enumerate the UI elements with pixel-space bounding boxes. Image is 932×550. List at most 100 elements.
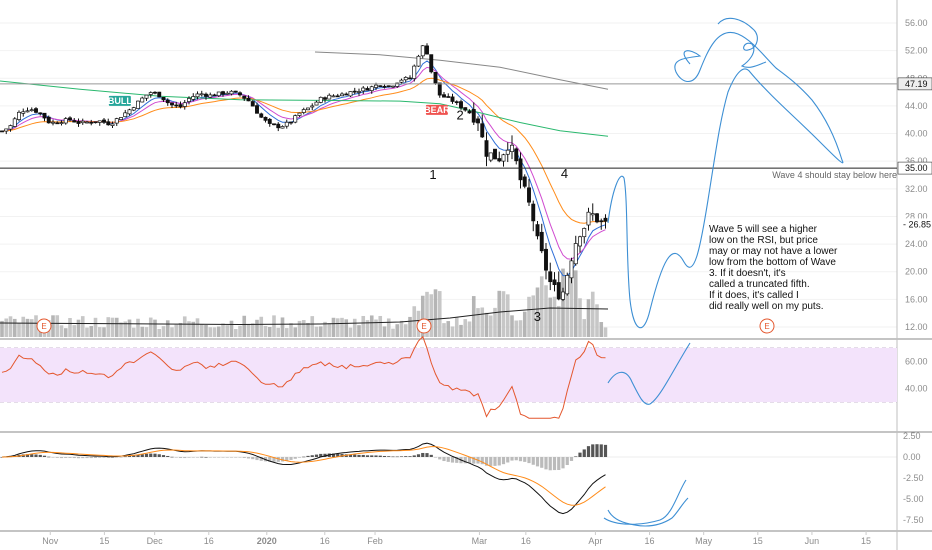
macd-histogram-bar	[246, 457, 251, 459]
volume-bar	[586, 299, 591, 337]
macd-histogram-bar	[242, 457, 246, 458]
candle-body	[161, 96, 166, 101]
macd-histogram-bar	[463, 457, 467, 464]
macd-histogram-bar	[353, 454, 357, 457]
earnings-marker-label: E	[421, 322, 426, 331]
volume-bar	[505, 294, 510, 337]
earnings-marker[interactable]	[36, 318, 52, 334]
level-price-tag-label: 47.19	[905, 79, 928, 89]
macd-histogram-bar	[140, 454, 144, 457]
forecast-drawing	[603, 17, 844, 527]
volume-bar	[144, 327, 149, 337]
macd-histogram-bar	[42, 455, 47, 457]
candle-body	[357, 91, 361, 93]
volume-bar	[454, 317, 459, 337]
macd-histogram-bar	[527, 457, 531, 464]
volume-bar	[123, 321, 128, 337]
volume-bars	[0, 267, 608, 337]
macd-histogram-bar	[523, 457, 527, 462]
time-tick-label: Dec	[147, 536, 164, 546]
candle-body	[369, 86, 374, 91]
candle-body	[463, 107, 468, 111]
volume-bar	[391, 328, 395, 337]
candle-body	[425, 45, 429, 55]
volume-bar	[497, 290, 502, 337]
price-tick-label: 36.00	[905, 156, 928, 166]
macd-histogram-bar	[178, 457, 183, 459]
macd-histogram-bar	[234, 457, 238, 458]
macd-histogram-bar	[183, 457, 187, 459]
signal-badge	[425, 104, 448, 115]
volume-bar	[412, 306, 417, 337]
macd-histogram-bar	[480, 457, 484, 465]
earnings-marker[interactable]	[416, 318, 432, 334]
volume-bar	[531, 295, 536, 337]
volume-bar	[382, 326, 387, 337]
volume-bar	[493, 307, 497, 337]
time-tick-label: Jun	[805, 536, 820, 546]
volume-bar	[110, 317, 115, 337]
candle-body	[476, 118, 480, 124]
candle-body	[191, 96, 196, 100]
volume-bar	[425, 291, 429, 337]
macd-histogram-bar	[302, 456, 306, 458]
annotation-line: low on the RSI, but price	[709, 235, 818, 246]
candle-body	[8, 125, 13, 130]
macd-signal-line	[2, 446, 606, 506]
price-tick-label: 56.00	[905, 18, 928, 28]
wave-label-1: 1	[429, 167, 436, 182]
candle-body	[403, 77, 408, 81]
time-tick-label: 15	[753, 536, 763, 546]
volume-bar	[140, 326, 145, 337]
candle-body	[488, 152, 493, 161]
volume-bar	[182, 316, 187, 337]
volume-bar	[178, 322, 183, 337]
macd-histogram-bar	[51, 457, 55, 458]
macd-histogram-bar	[446, 457, 450, 462]
candle-body	[493, 148, 497, 160]
forecast-price-path	[607, 31, 844, 329]
time-tick-label: 16	[320, 536, 330, 546]
macd-histogram-bar	[289, 457, 293, 460]
candle-body	[437, 82, 442, 96]
macd-histogram-bar	[161, 455, 166, 457]
volume-bar	[539, 276, 544, 337]
candle-body	[238, 92, 242, 96]
macd-histogram-bar	[544, 457, 548, 470]
earnings-marker[interactable]	[759, 318, 775, 334]
volume-bar	[569, 267, 574, 337]
macd-histogram-bar	[370, 455, 374, 457]
volume-bar	[93, 317, 98, 337]
candle-body	[335, 95, 340, 98]
volume-bar	[561, 268, 565, 337]
volume-bar	[80, 316, 85, 337]
volume-bar	[488, 315, 493, 337]
level-price-tag	[897, 77, 932, 91]
time-tick-label: 16	[204, 536, 214, 546]
candle-body	[327, 94, 332, 100]
candle-body	[68, 117, 72, 121]
macd-histogram-bar	[361, 454, 365, 457]
candle-body	[76, 121, 81, 124]
candle-body	[42, 112, 47, 119]
rsi-band	[0, 348, 897, 402]
macd-histogram-bar	[472, 457, 476, 464]
macd-histogram-bar	[217, 457, 221, 458]
volume-bar	[280, 317, 285, 337]
candle-body	[284, 121, 289, 127]
volume-bar	[378, 315, 383, 337]
macd-histogram-bar	[204, 456, 208, 458]
volume-bar	[72, 325, 77, 337]
candle-body	[340, 93, 344, 97]
macd-histogram-bar	[259, 457, 263, 461]
macd-histogram-bar	[314, 454, 319, 457]
candle-body	[97, 120, 102, 123]
volume-bar	[131, 327, 136, 337]
candle-body	[187, 98, 191, 102]
volume-bar	[556, 305, 561, 337]
candle-body	[80, 120, 85, 124]
macd-histogram-bar	[595, 444, 599, 457]
horizontal-lines	[0, 83, 897, 169]
candle-body	[280, 126, 285, 129]
